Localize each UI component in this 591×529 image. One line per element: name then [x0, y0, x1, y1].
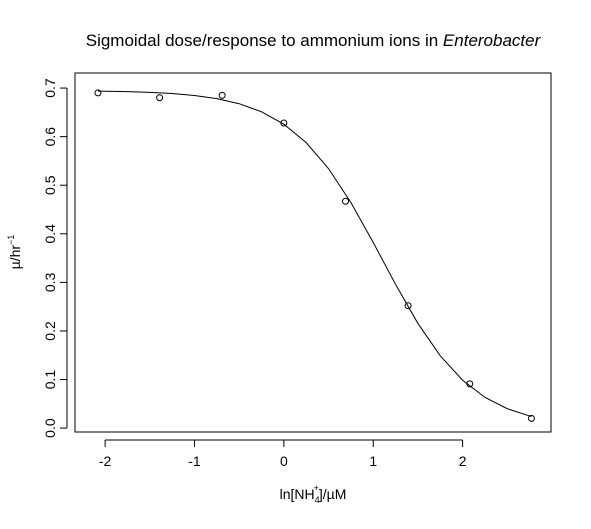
data-point	[218, 91, 226, 99]
x-axis-label: ln[NH4 +]/µM	[280, 483, 347, 505]
chart-title: Sigmoidal dose/response to ammonium ions…	[86, 31, 542, 50]
y-axis-label: µ/hr−1	[6, 235, 23, 270]
data-point	[527, 414, 535, 422]
data-point	[156, 94, 164, 102]
x-label-sup: +	[314, 483, 319, 493]
y-tick-label: 0.1	[42, 370, 58, 390]
x-label-tail: ]/µM	[319, 486, 347, 502]
title-main: Sigmoidal dose/response to ammonium ions…	[86, 31, 443, 50]
y-tick-label: 0.2	[42, 321, 58, 341]
fitted-curve	[97, 90, 532, 418]
y-tick-label: 0.3	[42, 272, 58, 292]
y-tick-label: 0.7	[42, 78, 58, 98]
plot-box	[74, 72, 552, 433]
data-point	[466, 380, 474, 388]
y-tick-label: 0.0	[42, 418, 58, 438]
y-tick-label: 0.6	[42, 127, 58, 147]
x-tick-label: 1	[369, 453, 377, 469]
x-tick-label: 2	[459, 453, 467, 469]
data-point	[94, 89, 102, 97]
data-point	[280, 119, 288, 127]
y-label-main: µ/hr	[7, 245, 23, 270]
y-tick-label: 0.5	[42, 175, 58, 195]
data-point	[342, 197, 350, 205]
title-italic: Enterobacter	[443, 31, 542, 50]
x-tick-label: -2	[99, 453, 112, 469]
x-label-main: ln[NH	[280, 486, 315, 502]
x-tick-label: 0	[280, 453, 288, 469]
x-tick-label: -1	[188, 453, 201, 469]
data-point	[404, 302, 412, 310]
y-tick-label: 0.4	[42, 224, 58, 244]
x-label-sub: 4	[315, 495, 320, 505]
y-label-sup: −1	[6, 235, 16, 245]
